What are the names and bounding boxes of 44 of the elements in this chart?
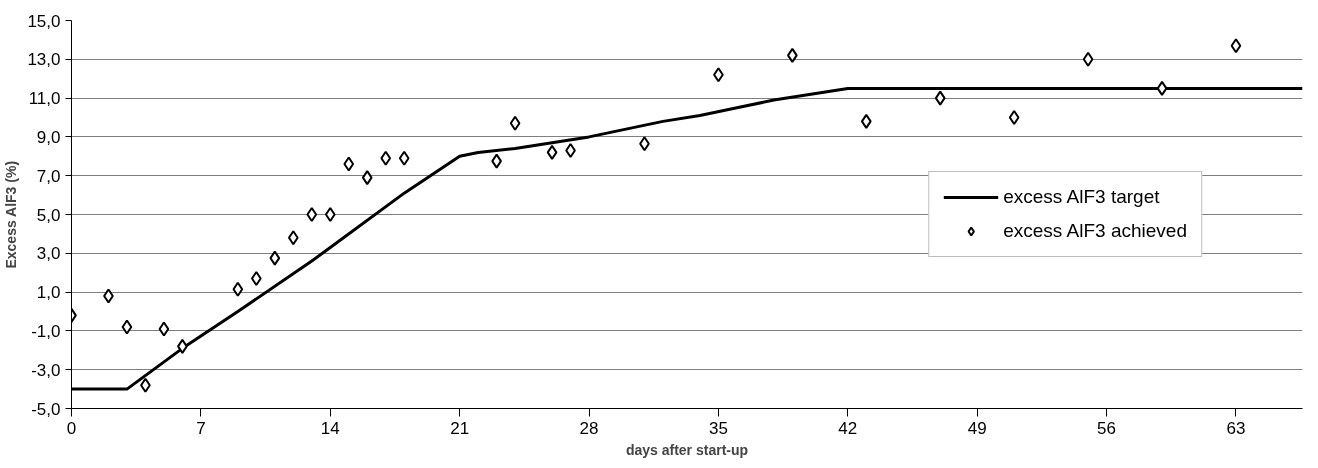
- y-tick-label: 13,0: [27, 50, 61, 70]
- y-tick-label: -1,0: [31, 321, 61, 341]
- point: [1230, 38, 1242, 54]
- point: [287, 230, 299, 246]
- point: [121, 319, 133, 335]
- y-tick-label: 11,0: [28, 89, 61, 109]
- point: [1156, 80, 1168, 96]
- x-tick-label: 14: [320, 418, 340, 438]
- point: [509, 115, 521, 131]
- point: [361, 170, 373, 186]
- point: [1008, 110, 1020, 125]
- y-tick-label: 9,0: [36, 127, 61, 147]
- x-tick-label: 28: [579, 418, 599, 438]
- legend-label: excess AlF3 target: [1003, 186, 1160, 208]
- point: [306, 207, 318, 222]
- point: [232, 281, 244, 297]
- point: [934, 90, 946, 106]
- y-tick-label: -3,0: [31, 360, 61, 380]
- y-tick-label: -5,0: [31, 399, 61, 419]
- point: [158, 321, 170, 337]
- y-tick-label: 1,0: [36, 283, 61, 303]
- point: [860, 113, 872, 129]
- y-tick-label: 5,0: [36, 205, 61, 225]
- point: [343, 156, 355, 172]
- x-tick-label: 56: [1097, 418, 1117, 438]
- x-axis-title: days after start-up: [625, 441, 749, 458]
- point: [269, 250, 281, 266]
- y-tick-label: 7,0: [36, 166, 61, 186]
- point: [546, 144, 558, 160]
- point: [324, 207, 336, 222]
- x-tick-label: 7: [196, 418, 206, 438]
- x-tick-label: 42: [838, 418, 858, 438]
- x-tick-label: 63: [1226, 418, 1246, 438]
- x-tick-label: 49: [967, 418, 987, 438]
- x-tick-label: 21: [450, 418, 470, 438]
- legend-label: excess AlF3 achieved: [1003, 220, 1187, 242]
- point: [380, 150, 392, 166]
- point: [398, 150, 410, 166]
- x-tick-label: 35: [708, 418, 728, 438]
- point: [1082, 51, 1094, 67]
- y-tick-label: 15,0: [27, 11, 61, 31]
- y-tick-label: 3,0: [36, 244, 61, 264]
- y-axis-title: Excess AlF3 (%): [3, 160, 20, 269]
- x-tick-label: 0: [66, 418, 77, 438]
